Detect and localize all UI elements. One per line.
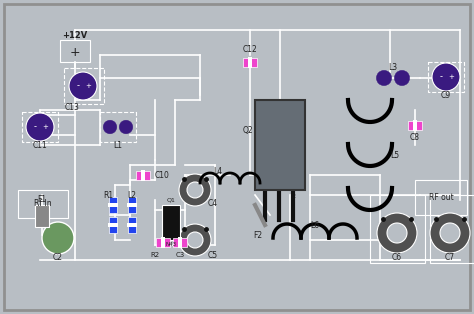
Bar xyxy=(156,238,170,247)
Bar xyxy=(60,40,90,62)
Bar xyxy=(430,195,474,263)
Text: C8: C8 xyxy=(410,133,420,142)
Text: C6: C6 xyxy=(392,252,402,262)
Text: -: - xyxy=(439,73,443,82)
Text: L2: L2 xyxy=(128,191,137,199)
Text: -: - xyxy=(34,122,36,132)
Text: L6: L6 xyxy=(310,220,319,230)
Text: +: + xyxy=(85,83,91,89)
Circle shape xyxy=(376,70,392,86)
Circle shape xyxy=(394,70,410,86)
Circle shape xyxy=(179,224,211,256)
Bar xyxy=(108,203,118,207)
Text: Q2: Q2 xyxy=(243,126,253,134)
Bar xyxy=(22,112,58,142)
Bar xyxy=(100,112,136,142)
Text: C12: C12 xyxy=(243,46,257,55)
Text: N43: N43 xyxy=(165,242,176,247)
Text: E: E xyxy=(291,193,295,198)
Text: C13: C13 xyxy=(64,102,80,111)
Text: C7: C7 xyxy=(445,252,455,262)
Text: L5: L5 xyxy=(391,150,400,160)
Text: C: C xyxy=(277,193,281,198)
Text: C11: C11 xyxy=(33,140,47,149)
Circle shape xyxy=(440,223,460,243)
Circle shape xyxy=(387,223,407,243)
Text: Q1: Q1 xyxy=(166,198,175,203)
Text: R2: R2 xyxy=(150,252,160,258)
Circle shape xyxy=(69,72,97,100)
Text: B: B xyxy=(263,193,267,198)
Bar xyxy=(128,217,136,233)
Bar xyxy=(370,195,425,263)
Text: L3: L3 xyxy=(388,62,398,72)
Text: C5: C5 xyxy=(208,251,218,259)
Text: C10: C10 xyxy=(155,171,169,180)
Bar xyxy=(127,203,137,207)
Bar xyxy=(127,223,137,227)
Bar xyxy=(18,190,68,218)
Text: +12V: +12V xyxy=(63,30,88,40)
Circle shape xyxy=(377,213,417,253)
Bar xyxy=(35,205,49,227)
Bar xyxy=(413,120,417,131)
Text: L1: L1 xyxy=(113,140,122,149)
Text: C3: C3 xyxy=(175,252,185,258)
Bar xyxy=(255,100,305,190)
Bar xyxy=(136,171,150,180)
Text: C9: C9 xyxy=(441,90,451,100)
Text: R1: R1 xyxy=(103,191,113,199)
Bar xyxy=(109,197,117,213)
Bar xyxy=(408,121,422,130)
Circle shape xyxy=(179,174,211,206)
Circle shape xyxy=(432,63,460,91)
Bar xyxy=(109,217,117,233)
Bar xyxy=(173,238,187,247)
Bar xyxy=(128,197,136,213)
Circle shape xyxy=(26,113,54,141)
Text: F1: F1 xyxy=(37,196,46,204)
Text: RF out: RF out xyxy=(428,192,453,202)
Text: Rf In: Rf In xyxy=(34,199,52,208)
Circle shape xyxy=(187,232,203,248)
Text: -: - xyxy=(76,82,80,90)
Text: +: + xyxy=(70,46,80,58)
Circle shape xyxy=(42,222,74,254)
Bar xyxy=(162,205,180,240)
Bar xyxy=(415,180,467,215)
Bar xyxy=(248,57,252,68)
Circle shape xyxy=(119,120,133,134)
Text: C2: C2 xyxy=(53,252,63,262)
Bar xyxy=(141,170,145,181)
Circle shape xyxy=(187,182,203,198)
Text: L4: L4 xyxy=(213,167,223,176)
Bar xyxy=(64,68,104,104)
Bar xyxy=(178,237,182,248)
Text: C4: C4 xyxy=(208,198,218,208)
Bar xyxy=(428,62,464,92)
Bar xyxy=(108,223,118,227)
Circle shape xyxy=(103,120,117,134)
Bar xyxy=(161,237,165,248)
Bar xyxy=(243,58,257,67)
Text: +: + xyxy=(448,74,454,80)
Text: F2: F2 xyxy=(254,230,263,240)
Text: +: + xyxy=(42,124,48,130)
Circle shape xyxy=(430,213,470,253)
